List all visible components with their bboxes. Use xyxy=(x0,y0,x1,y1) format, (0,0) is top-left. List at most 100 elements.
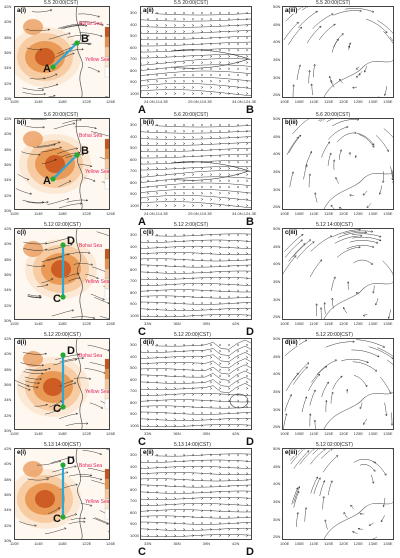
streamline-arrow xyxy=(165,369,167,371)
streamline-arrow xyxy=(183,174,185,176)
wind-streamline xyxy=(52,310,74,316)
wind-streamline xyxy=(88,67,100,72)
wind-streamline xyxy=(366,19,387,33)
streamline-arrow xyxy=(156,516,158,518)
streamline-arrow xyxy=(147,24,149,26)
wind-streamline xyxy=(331,205,335,210)
streamline-arrow xyxy=(174,12,176,14)
cross-section-svg xyxy=(141,7,252,98)
section-end-marker xyxy=(60,462,65,467)
cross-section-panel: a(ii) xyxy=(140,6,252,98)
wind-streamline xyxy=(288,27,301,45)
y-tick-label: 45N xyxy=(273,464,280,469)
streamline-arrow xyxy=(228,491,230,493)
wind-streamline xyxy=(351,350,379,357)
streamline-arrow xyxy=(147,93,149,95)
streamline-arrow xyxy=(165,74,167,76)
streamline-arrow xyxy=(147,479,149,481)
streamline-arrow xyxy=(192,62,194,64)
streamline-arrow xyxy=(165,86,167,88)
streamline-arrow xyxy=(147,49,149,51)
y-tick-label: 25N xyxy=(273,314,280,319)
streamline-arrow xyxy=(147,161,149,163)
streamline-arrow xyxy=(219,240,221,242)
section-end-label: D xyxy=(67,455,75,467)
streamline-arrow xyxy=(201,363,203,365)
x-tick-label: 110E xyxy=(309,321,318,326)
streamline-arrow xyxy=(183,18,185,20)
streamline-arrow xyxy=(201,74,203,76)
wind-streamline xyxy=(309,174,310,187)
streamline-arrow xyxy=(156,49,158,51)
streamline-arrow xyxy=(165,296,167,298)
streamline-arrow xyxy=(192,259,194,261)
streamline-arrow xyxy=(228,344,230,346)
streamline-arrow xyxy=(147,394,149,396)
streamline-arrow xyxy=(183,363,185,365)
streamline-arrow xyxy=(201,253,203,255)
streamline-arrow xyxy=(210,12,212,14)
vertical-circulation-streamline xyxy=(141,90,252,96)
streamline-arrow xyxy=(174,454,176,456)
section-end-label: D xyxy=(246,436,254,448)
streamline-arrow xyxy=(228,369,230,371)
cross-section-svg xyxy=(141,229,252,320)
section-start-marker xyxy=(50,64,55,69)
streamline-arrow xyxy=(237,18,239,20)
streamline-arrow xyxy=(246,308,248,310)
panel-time: 5.5 20:00(CST) xyxy=(316,0,350,6)
streamline-arrow xyxy=(219,155,221,157)
streamline-arrow xyxy=(147,180,149,182)
streamline-arrow xyxy=(237,290,239,292)
wind-streamline xyxy=(387,360,393,365)
y-tick-label: 32N xyxy=(4,413,11,418)
streamline-arrow xyxy=(147,192,149,194)
streamline-arrow xyxy=(156,192,158,194)
y-tick-label: 50N xyxy=(273,446,280,451)
streamline-arrow xyxy=(165,136,167,138)
streamline-arrow xyxy=(156,155,158,157)
streamline-arrow xyxy=(183,12,185,14)
wind-streamline xyxy=(378,96,379,98)
streamline-arrow xyxy=(147,174,149,176)
wind-streamline xyxy=(372,537,377,540)
streamline-arrow xyxy=(300,449,302,450)
streamline-arrow xyxy=(210,167,212,169)
pressure-tick-label: 300 xyxy=(130,122,137,127)
streamline-arrow xyxy=(183,124,185,126)
streamline-arrow xyxy=(219,161,221,163)
streamline-arrow xyxy=(219,356,221,358)
wind-streamline xyxy=(293,367,307,385)
y-tick-label: 38N xyxy=(4,257,11,262)
section-end-marker xyxy=(74,152,79,157)
streamline-arrow xyxy=(210,369,212,371)
streamline-arrow xyxy=(192,522,194,524)
streamline-arrow xyxy=(147,62,149,64)
streamline-arrow xyxy=(174,510,176,512)
streamline-arrow xyxy=(228,167,230,169)
streamline-arrow xyxy=(183,418,185,420)
streamline-arrow xyxy=(156,296,158,298)
section-end-marker xyxy=(74,40,79,45)
streamline-arrow xyxy=(237,381,239,383)
x-tick-label: 120E xyxy=(339,541,348,546)
streamline-arrow xyxy=(183,277,185,279)
streamline-arrow xyxy=(201,24,203,26)
streamline-arrow xyxy=(147,167,149,169)
streamline-arrow xyxy=(210,454,212,456)
streamline-arrow xyxy=(210,136,212,138)
streamline-arrow xyxy=(210,522,212,524)
streamline-arrow xyxy=(165,93,167,95)
pressure-tick-label: 500 xyxy=(130,33,137,38)
streamline-arrow xyxy=(147,31,149,33)
synoptic-wind-svg xyxy=(283,339,394,430)
pressure-tick-label: 300 xyxy=(130,452,137,457)
streamline-arrow xyxy=(183,234,185,236)
pressure-tick-label: 700 xyxy=(130,278,137,283)
wind-streamline xyxy=(85,368,106,373)
pressure-tick-label: 1000 xyxy=(130,203,139,208)
streamline-arrow xyxy=(219,62,221,64)
streamline-arrow xyxy=(183,186,185,188)
streamline-arrow xyxy=(156,130,158,132)
streamline-arrow xyxy=(307,7,309,8)
